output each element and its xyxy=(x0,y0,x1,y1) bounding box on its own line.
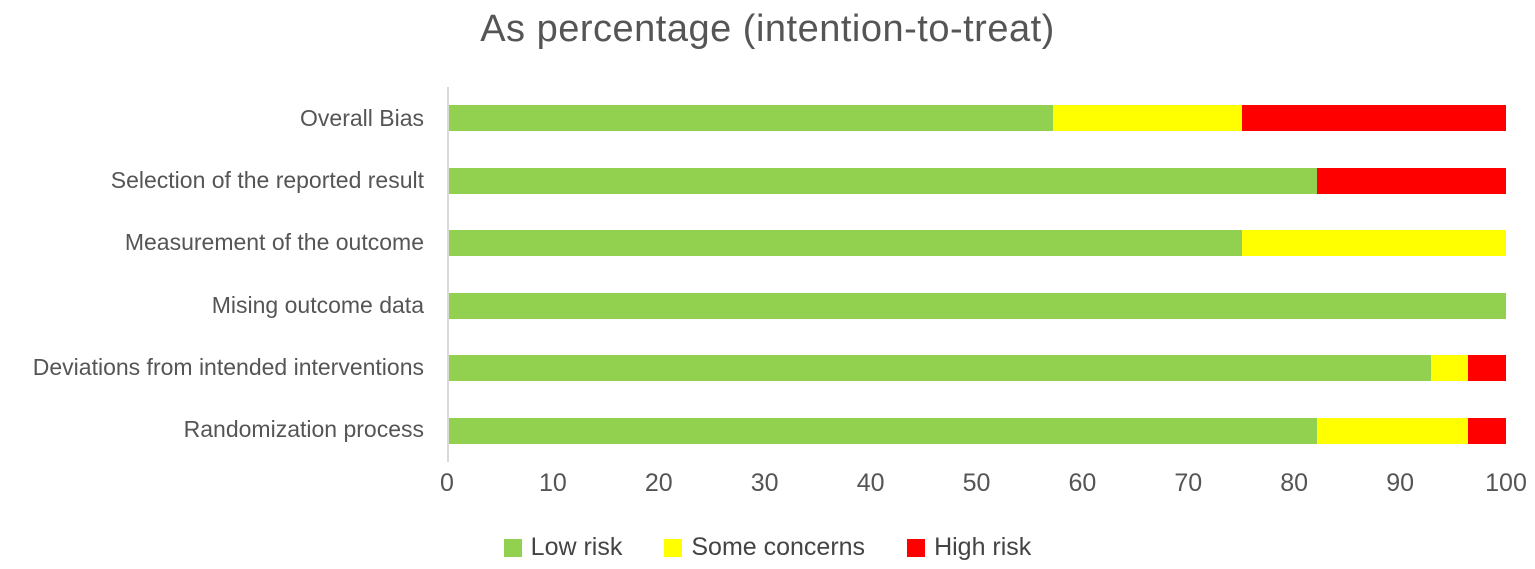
x-tick-label: 50 xyxy=(962,469,991,497)
stacked-bar xyxy=(449,292,1506,319)
stacked-bar xyxy=(449,230,1506,257)
category-label: Randomization process xyxy=(183,415,424,442)
x-tick-label: 80 xyxy=(1280,469,1309,497)
legend: Low risk Some concerns High risk xyxy=(0,533,1535,562)
plot-area xyxy=(447,87,1506,462)
x-tick-label: 0 xyxy=(440,469,454,497)
legend-item-high-risk: High risk xyxy=(907,533,1031,562)
x-tick-label: 70 xyxy=(1174,469,1203,497)
x-tick-label: 100 xyxy=(1485,469,1527,497)
legend-item-low-risk: Low risk xyxy=(503,533,623,562)
x-tick-label: 10 xyxy=(538,469,567,497)
x-tick-label: 40 xyxy=(856,469,885,497)
category-row xyxy=(449,400,1506,463)
category-label: Overall Bias xyxy=(300,105,424,132)
bar-segment-low-risk xyxy=(449,355,1431,382)
bar-segment-some-concerns xyxy=(1430,355,1468,382)
legend-swatch-icon xyxy=(664,538,683,557)
category-label: Selection of the reported result xyxy=(110,167,424,194)
stacked-bar xyxy=(449,167,1506,194)
category-label: Measurement of the outcome xyxy=(124,229,424,256)
legend-label: High risk xyxy=(934,533,1032,561)
bar-segment-some-concerns xyxy=(1052,105,1242,132)
category-row xyxy=(449,212,1506,275)
x-tick-label: 20 xyxy=(644,469,673,497)
stacked-bar xyxy=(449,105,1506,132)
x-tick-label: 30 xyxy=(750,469,779,497)
bar-segment-low-risk xyxy=(449,292,1506,319)
bar-segment-low-risk xyxy=(449,230,1242,257)
stacked-bar xyxy=(449,355,1506,382)
category-row xyxy=(449,337,1506,400)
bar-segment-low-risk xyxy=(449,417,1317,444)
x-tick-label: 60 xyxy=(1068,469,1097,497)
bar-segment-some-concerns xyxy=(1316,417,1468,444)
category-row xyxy=(449,150,1506,213)
category-label: Mising outcome data xyxy=(211,291,424,318)
category-row xyxy=(449,87,1506,150)
legend-label: Low risk xyxy=(530,533,623,561)
legend-swatch-icon xyxy=(907,538,926,557)
stacked-bar xyxy=(449,417,1506,444)
bar-segment-high-risk xyxy=(1316,167,1506,194)
legend-item-some-concerns: Some concerns xyxy=(664,533,865,562)
bar-segment-low-risk xyxy=(449,167,1317,194)
legend-swatch-icon xyxy=(503,538,522,557)
bar-segment-low-risk xyxy=(449,105,1053,132)
legend-label: Some concerns xyxy=(691,533,866,561)
bar-rows xyxy=(449,87,1506,462)
category-label-column: Overall Bias Selection of the reported re… xyxy=(0,87,437,460)
category-row xyxy=(449,275,1506,338)
x-axis: 0 10 20 30 40 50 60 70 80 90 100 xyxy=(440,469,1527,501)
bar-segment-high-risk xyxy=(1467,417,1506,444)
category-label: Deviations from intended interventions xyxy=(32,353,424,380)
bar-segment-high-risk xyxy=(1241,105,1506,132)
bar-segment-some-concerns xyxy=(1241,230,1506,257)
bar-segment-high-risk xyxy=(1467,355,1506,382)
chart-title: As percentage (intention-to-treat) xyxy=(480,8,1055,50)
x-tick-label: 90 xyxy=(1386,469,1414,497)
